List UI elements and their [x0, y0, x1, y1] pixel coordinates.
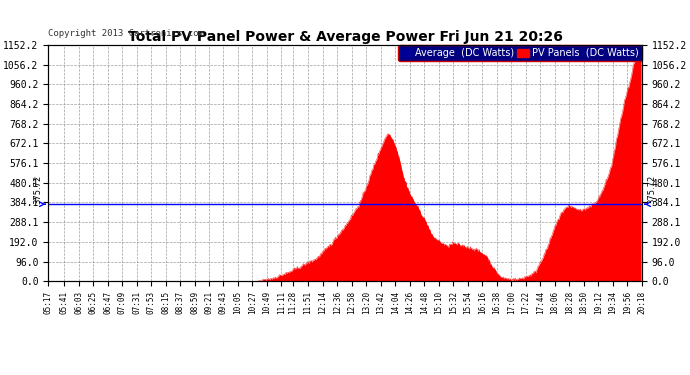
Text: 375.72: 375.72: [33, 175, 42, 204]
Text: 375.72: 375.72: [648, 175, 657, 204]
Title: Total PV Panel Power & Average Power Fri Jun 21 20:26: Total PV Panel Power & Average Power Fri…: [128, 30, 562, 44]
Legend: Average  (DC Watts), PV Panels  (DC Watts): Average (DC Watts), PV Panels (DC Watts): [398, 45, 642, 61]
Text: Copyright 2013 Cartronics.com: Copyright 2013 Cartronics.com: [48, 28, 204, 38]
